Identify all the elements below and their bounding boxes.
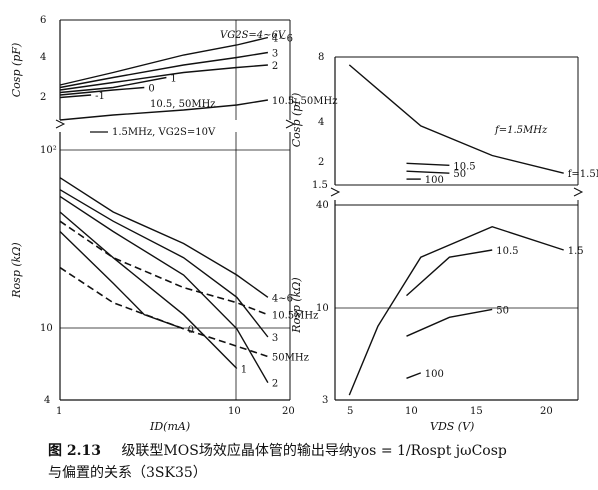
curve-label-right-bottom-3: 100 xyxy=(425,369,444,380)
lb-xlabel: ID(mA) xyxy=(149,420,190,433)
curve-label-left-top-1: 3 xyxy=(272,49,278,60)
figure: 6 4 2 10² 10 4 1 10 20 8 4 2 1.5 40 10 3… xyxy=(10,15,598,433)
lb-ylabel: Rosp (kΩ) xyxy=(10,242,23,298)
curve-label-right-top-3: 100 xyxy=(425,175,444,186)
rb-xtick-10: 10 xyxy=(405,406,418,417)
caption-fig-label: 图 2.13 xyxy=(48,443,101,459)
series-line-right-bottom-3 xyxy=(406,372,422,379)
series-line-left-top-2 xyxy=(59,64,268,91)
curve-label-left-top-0: 4~6 xyxy=(272,34,293,45)
left-bottom-axes xyxy=(59,132,291,401)
curve-label-right-bottom-1: 10.5 xyxy=(496,246,518,257)
curve-label-left-top-4: 0 xyxy=(148,84,154,95)
lb-xtick-1: 1 xyxy=(56,406,62,417)
series-line-left-top-3 xyxy=(59,76,167,94)
caption-line-2: 与偏置的关系（3SK35） xyxy=(48,465,207,481)
rt-ylabel: Cosp (pF) xyxy=(290,93,303,147)
series-line-left-top-0 xyxy=(59,36,269,86)
right-bottom-axes xyxy=(334,200,579,401)
lt-ytick-2: 2 xyxy=(40,92,46,103)
series-line-left-bottom-3 xyxy=(59,211,238,369)
legend-text: 1.5MHz, VG2S=10V xyxy=(112,127,216,138)
series-line-right-bottom-0 xyxy=(348,225,564,396)
lt-ylabel: Cosp (pF) xyxy=(10,43,23,97)
series-line-left-bottom-4 xyxy=(59,230,184,330)
curve-label-right-top-1: 10.5 xyxy=(453,161,475,172)
rb-xtick-20: 20 xyxy=(540,406,553,417)
annotation-freq: 10.5, 50MHz xyxy=(150,99,216,110)
rb-ylabel: Rosp (kΩ) xyxy=(290,277,303,333)
curve-label-left-bottom-5: 10.5MHz xyxy=(272,311,319,322)
curve-label-left-top-5: -1 xyxy=(95,91,105,102)
curve-label-left-bottom-3: 1 xyxy=(241,365,247,376)
lt-ytick-6: 6 xyxy=(40,15,46,26)
right-break xyxy=(330,187,584,197)
rb-xtick-15: 15 xyxy=(470,406,483,417)
right-top-axes xyxy=(334,56,579,186)
curve-label-left-bottom-6: 50MHz xyxy=(272,353,309,364)
series-line-left-bottom-1 xyxy=(59,189,269,338)
lb-ytick-4: 4 xyxy=(44,395,50,406)
rb-xlabel: VDS (V) xyxy=(430,420,474,433)
series-line-left-top-1 xyxy=(59,51,269,89)
series-line-left-bottom-0 xyxy=(59,177,269,298)
curve-label-right-top-0: f=1.5MHz xyxy=(568,169,598,180)
curve-label-left-top-2: 2 xyxy=(272,61,278,72)
series-line-left-top-5 xyxy=(59,94,92,99)
left-break xyxy=(55,119,296,129)
series-line-left-top-4 xyxy=(59,86,145,96)
rt-ytick-2: 2 xyxy=(318,157,324,168)
rb-ytick-10: 10 xyxy=(316,303,329,314)
annotation-f15: f=1.5MHz xyxy=(494,125,548,136)
caption-line-1: 级联型MOS场效应晶体管的输出导纳yos = 1/Rospt jωCosp xyxy=(121,443,507,459)
curve-label-right-bottom-0: 1.5 xyxy=(568,246,584,257)
curve-label-right-bottom-2: 50 xyxy=(496,305,509,316)
series-line-right-top-0 xyxy=(348,64,564,174)
rb-ytick-3: 3 xyxy=(322,395,328,406)
figure-caption: 图 2.13 级联型MOS场效应晶体管的输出导纳yos = 1/Rospt jω… xyxy=(48,440,588,484)
rt-ytick-1-5: 1.5 xyxy=(312,180,328,191)
curve-label-left-bottom-2: 2 xyxy=(272,379,278,390)
series-line-left-bottom-6 xyxy=(59,266,269,358)
curve-label-left-bottom-1: 3 xyxy=(272,333,278,344)
curve-label-left-top-3: 1 xyxy=(170,74,176,85)
lb-ytick-10: 10 xyxy=(40,323,53,334)
lb-ytick-100: 10² xyxy=(40,145,57,156)
rt-ytick-4: 4 xyxy=(318,117,324,128)
lb-xtick-20: 20 xyxy=(282,406,295,417)
left-top-axes xyxy=(59,19,291,120)
series-line-right-bottom-2 xyxy=(406,308,493,337)
rb-xtick-5: 5 xyxy=(347,406,353,417)
series-layer xyxy=(59,36,564,396)
curve-label-left-bottom-0: 4~6 xyxy=(272,293,293,304)
lt-ytick-4: 4 xyxy=(40,52,46,63)
series-line-right-top-1 xyxy=(406,162,450,166)
rt-ytick-8: 8 xyxy=(318,52,324,63)
curve-label-left-bottom-4: 0 xyxy=(188,325,194,336)
rb-ytick-40: 40 xyxy=(316,200,329,211)
series-line-right-top-2 xyxy=(406,170,450,174)
curve-label-right-top-2: 50 xyxy=(453,169,466,180)
series-line-left-top-6 xyxy=(59,99,269,121)
lb-xtick-10: 10 xyxy=(228,406,241,417)
curve-label-left-top-6: 10.5, 50MHz xyxy=(272,96,338,107)
series-line-right-bottom-1 xyxy=(406,249,493,297)
annotation-vg2s: VG2S=4~6V xyxy=(220,30,287,41)
series-line-left-bottom-2 xyxy=(59,195,269,384)
